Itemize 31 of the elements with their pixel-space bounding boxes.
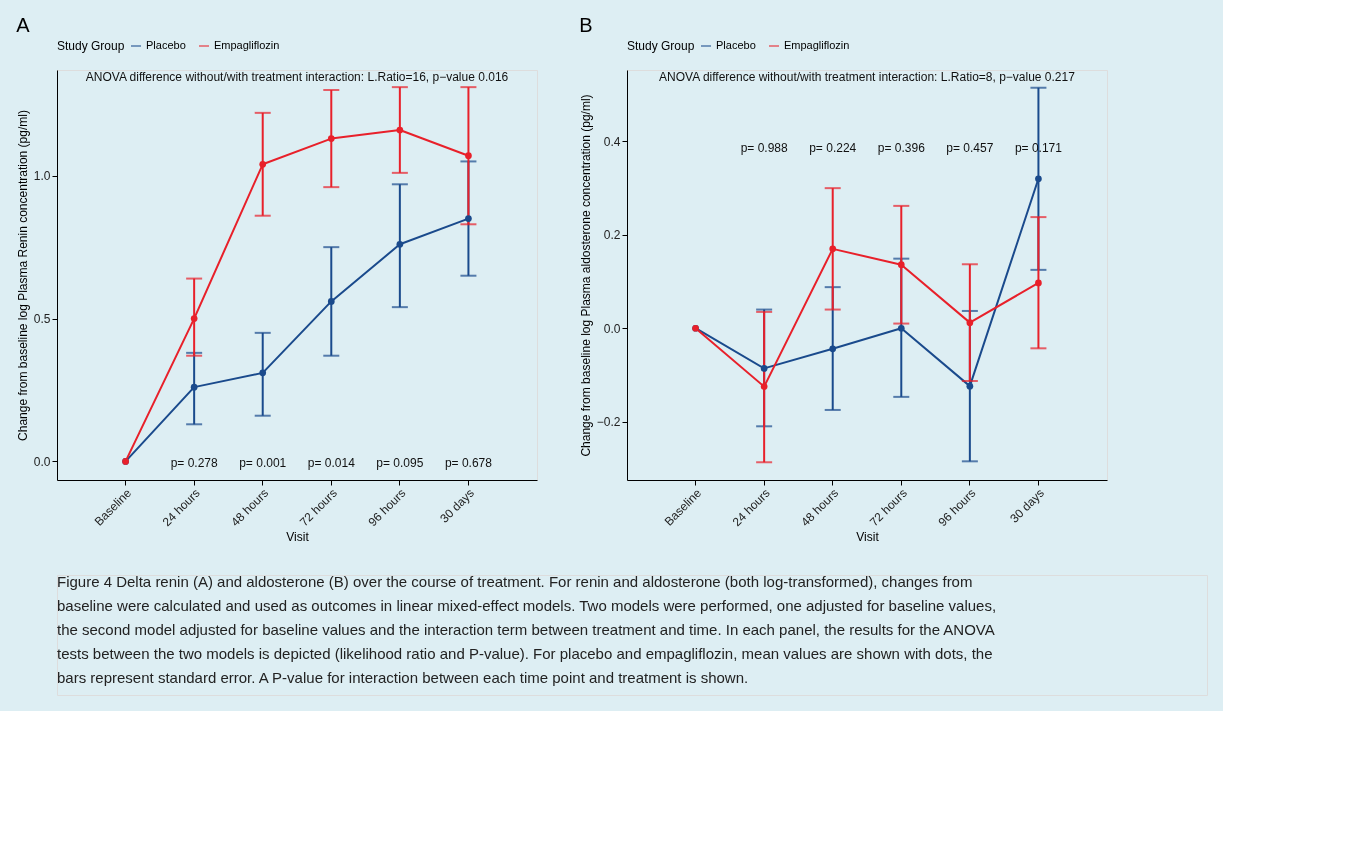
y-axis-title: Change from baseline log Plasma aldosterone concentration (pg/ml) [578,94,593,457]
caption: Figure 4 Delta renin (A) and aldosterone (B) over the course of treatment. For renin and aldosterone (both log-transformed), changes from baseline were calculated and used as outcomes in linear mixed-effect models. Two models were performed, one adjusted for baseline values, the second model adjusted for baseline values and the interaction term between treatment and time. In each panel, the results for the ANOVA tests between the two models is depicted (likelihood ratio and P-value). For placebo and empagliflozin, mean values are shown with dots, the bars represent standard error. A P-value for interaction between each time point and treatment is shown. [57,573,997,686]
annotation: p= 0.001 [239,456,287,470]
legend-label: Placebo [716,39,756,51]
legend-title: Study Group [57,39,125,53]
y-tick-label: −0.2 [596,415,621,430]
chart-title: A [16,14,31,36]
annotation: p= 0.095 [376,456,424,470]
annotation: p= 0.988 [740,141,788,155]
legend-label: Placebo [146,39,186,51]
y-tick-label: 0.0 [33,454,51,469]
annotation: p= 0.396 [877,141,926,155]
annotation: p= 0.278 [170,456,218,470]
y-axis-title: Change from baseline log Plasma Renin concentration (pg/ml) [15,110,30,441]
chart-title: B [579,14,593,36]
y-tick-label: 0.2 [603,228,621,243]
annotation: p= 0.224 [809,141,857,155]
annotation: p= 0.678 [444,456,493,470]
legend-label: Empagliflozin [214,39,280,51]
y-tick-label: 0.4 [603,134,621,149]
annotation: p= 0.457 [946,141,994,155]
x-axis-title: Visit [286,530,310,545]
annotation: ANOVA difference without/with treatment interaction: L.Ratio=8, p−value 0.217 [659,70,1076,84]
annotation: p= 0.014 [307,456,356,470]
legend-title: Study Group [627,39,695,53]
legend-label: Empagliflozin [784,39,850,51]
y-tick-label: 0.0 [603,321,621,336]
annotation: ANOVA difference without/with treatment interaction: L.Ratio=16, p−value 0.016 [85,70,509,84]
y-tick-label: 1.0 [33,169,51,184]
y-tick-label: 0.5 [33,312,51,327]
x-axis-title: Visit [856,530,880,545]
